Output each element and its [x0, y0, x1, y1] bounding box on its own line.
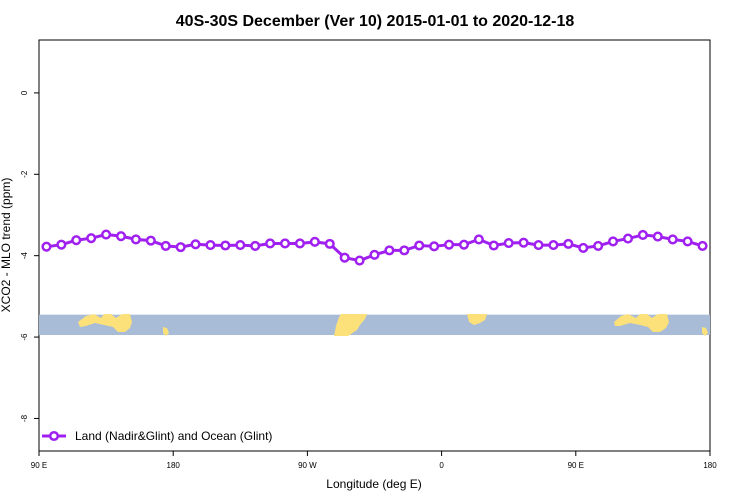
y-axis-label: XCO2 - MLO trend (ppm): [0, 178, 13, 313]
data-point: [354, 255, 365, 266]
data-point: [205, 240, 216, 251]
land-africa: [467, 314, 487, 325]
data-point: [41, 241, 52, 252]
data-point: [458, 239, 470, 250]
plot-frame: [38, 39, 711, 452]
y-tick-label: 0: [20, 90, 29, 95]
data-point: [235, 240, 246, 251]
data-point: [637, 229, 648, 240]
x-tick-label: 90 E: [31, 461, 47, 470]
data-point: [145, 235, 156, 246]
data-point: [369, 249, 380, 260]
data-point: [444, 239, 455, 250]
x-tick-label: 90 W: [298, 461, 317, 470]
data-point: [86, 233, 97, 244]
data-point: [56, 239, 67, 250]
data-point: [294, 238, 305, 249]
x-tick-label: 180: [167, 461, 181, 470]
data-point: [488, 240, 499, 251]
data-point: [563, 238, 574, 249]
data-point: [622, 233, 634, 244]
data-point: [548, 240, 559, 251]
data-point: [324, 238, 335, 249]
data-point: [115, 231, 127, 242]
land-australia-west: [78, 314, 132, 332]
data-point: [101, 229, 112, 240]
y-axis: 0 -2 -4 -6 -8: [20, 90, 39, 422]
map-strip: [39, 314, 710, 336]
legend-label: Land (Nadir&Glint) and Ocean (Glint): [75, 429, 272, 443]
data-point: [339, 252, 350, 263]
legend: Land (Nadir&Glint) and Ocean (Glint): [42, 429, 272, 443]
chart-title: 40S-30S December (Ver 10) 2015-01-01 to …: [176, 13, 575, 30]
data-point: [697, 240, 708, 251]
data-point: [652, 231, 663, 242]
land-south-america: [334, 314, 367, 336]
data-point: [503, 238, 514, 249]
data-point: [265, 238, 276, 249]
data-point: [220, 240, 231, 251]
data-point: [250, 240, 261, 251]
y-tick-label: -4: [20, 252, 29, 260]
data-point: [130, 234, 141, 245]
x-tick-label: 90 E: [568, 461, 584, 470]
data-point: [399, 245, 410, 256]
data-point: [667, 234, 678, 245]
data-point: [309, 236, 320, 247]
data-point: [71, 235, 82, 246]
data-point: [533, 240, 544, 251]
data-point: [593, 240, 604, 251]
x-axis: 90 E 180 90 W 0 90 E 180: [31, 451, 717, 470]
data-point: [279, 238, 291, 249]
series-line-group: [41, 229, 708, 266]
y-tick-label: -6: [20, 333, 29, 341]
y-tick-label: -8: [20, 414, 29, 422]
x-tick-label: 0: [439, 461, 444, 470]
data-point: [384, 245, 395, 256]
data-point: [682, 236, 693, 247]
data-point: [473, 234, 484, 245]
data-point: [578, 242, 589, 253]
x-axis-label: Longitude (deg E): [326, 477, 421, 491]
data-point: [160, 240, 171, 251]
data-point: [414, 240, 425, 251]
land-australia-east: [614, 314, 669, 332]
y-tick-label: -2: [20, 170, 29, 178]
land-tasmania-east: [702, 327, 708, 336]
ocean-band: [39, 314, 710, 336]
land-tasmania-west: [163, 327, 169, 336]
data-point: [518, 237, 529, 248]
data-point: [175, 242, 186, 253]
data-point: [190, 239, 201, 250]
x-tick-label: 180: [703, 461, 717, 470]
legend-marker: [48, 430, 60, 442]
data-point: [429, 241, 440, 252]
data-point: [608, 236, 619, 247]
